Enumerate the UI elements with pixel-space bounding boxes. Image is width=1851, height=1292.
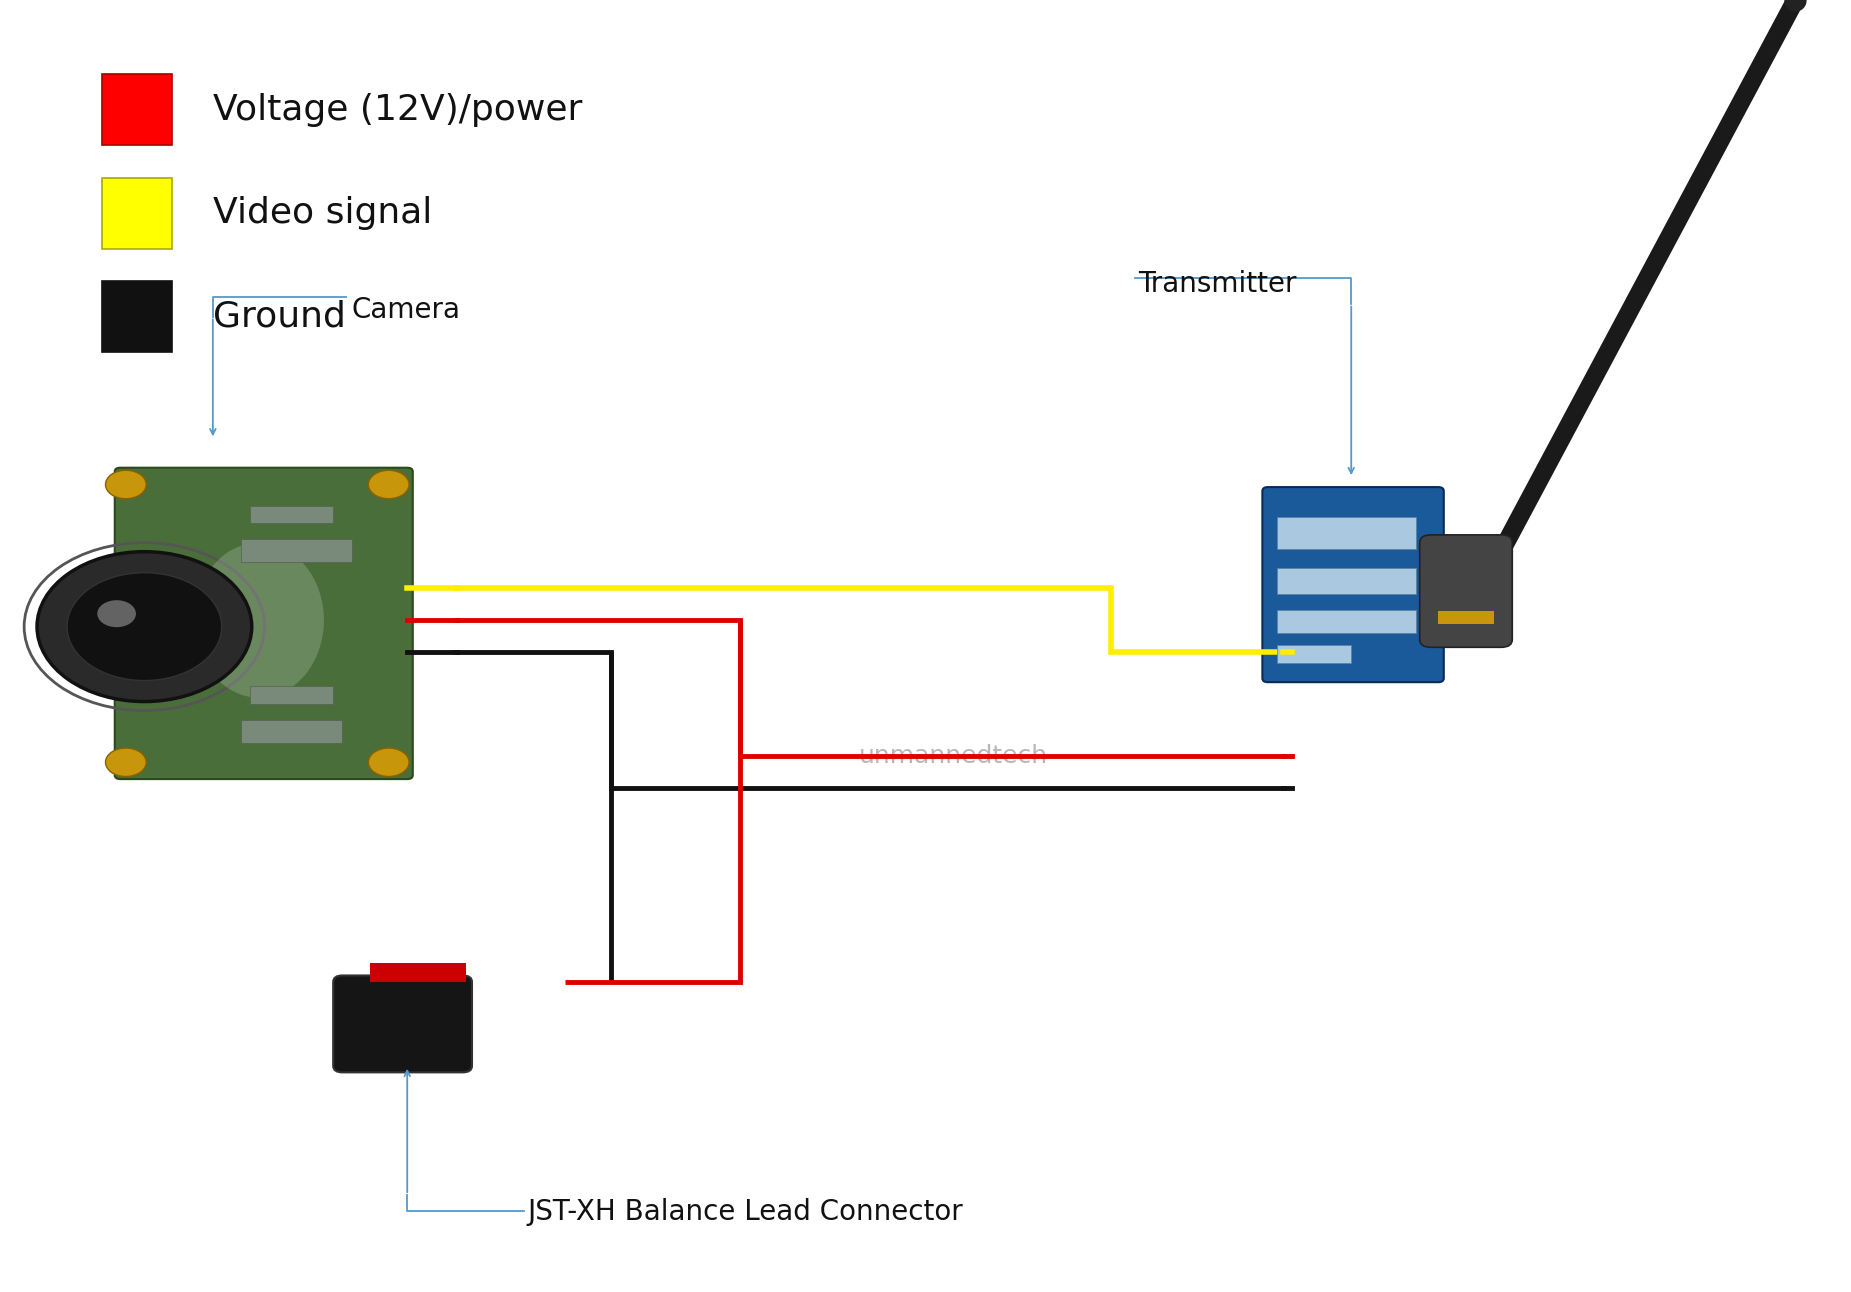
Circle shape [98,601,135,627]
FancyBboxPatch shape [1262,487,1444,682]
Bar [1277,517,1416,549]
FancyBboxPatch shape [1420,535,1512,647]
Text: Transmitter: Transmitter [1138,270,1298,298]
Circle shape [368,748,409,776]
Text: Video signal: Video signal [213,196,431,230]
Ellipse shape [194,543,324,698]
Circle shape [106,748,146,776]
Bar [370,963,466,982]
Text: Camera: Camera [352,296,461,324]
Bar [241,539,352,562]
Bar [250,506,333,523]
Bar [241,720,342,743]
Text: unmannedtech: unmannedtech [859,744,1048,767]
Text: Voltage (12V)/power: Voltage (12V)/power [213,93,583,127]
Bar [250,686,333,704]
Bar [1438,611,1494,624]
Circle shape [368,470,409,499]
Circle shape [106,470,146,499]
FancyBboxPatch shape [115,468,413,779]
Text: Ground: Ground [213,300,346,333]
Bar [102,178,172,248]
Bar [1277,568,1416,594]
Circle shape [67,572,222,681]
Text: JST-XH Balance Lead Connector: JST-XH Balance Lead Connector [528,1198,963,1226]
Bar [1277,610,1416,633]
Bar [102,75,172,146]
Circle shape [37,552,252,702]
Bar [102,282,172,353]
Bar [1277,645,1351,663]
FancyBboxPatch shape [333,975,472,1072]
